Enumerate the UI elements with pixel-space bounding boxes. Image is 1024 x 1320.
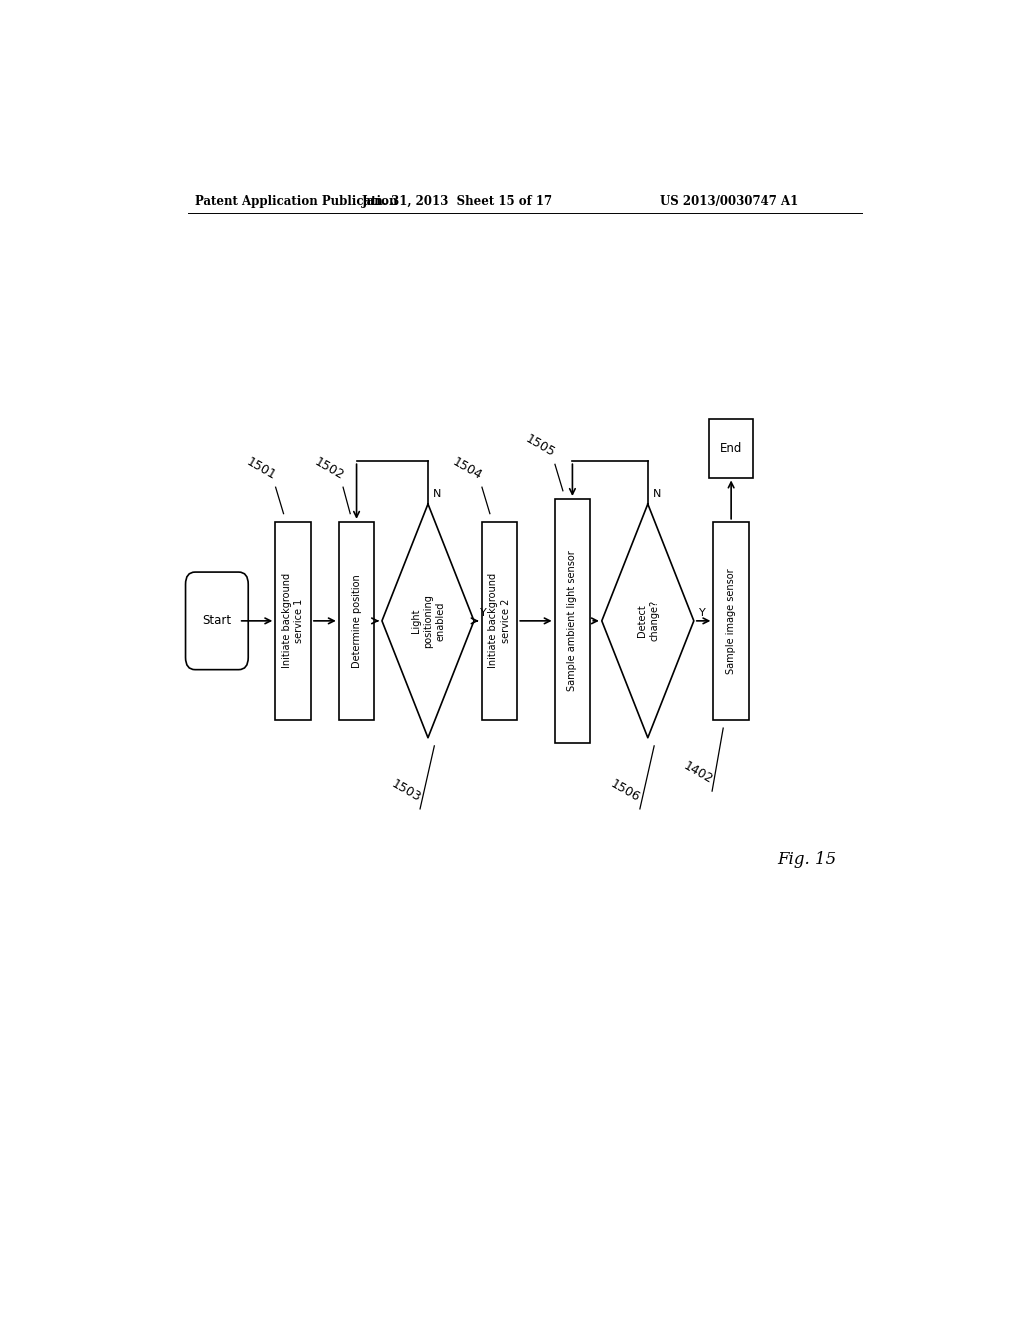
FancyBboxPatch shape — [275, 521, 311, 719]
Text: N: N — [652, 488, 660, 499]
Text: Start: Start — [203, 614, 231, 627]
Text: Detect
change?: Detect change? — [637, 601, 659, 642]
FancyBboxPatch shape — [714, 521, 749, 719]
Text: 1501: 1501 — [245, 455, 279, 483]
FancyBboxPatch shape — [555, 499, 590, 743]
Text: 1503: 1503 — [389, 777, 423, 804]
Text: End: End — [720, 442, 742, 454]
Text: Patent Application Publication: Patent Application Publication — [196, 194, 398, 207]
Text: Initiate background
service 1: Initiate background service 1 — [282, 573, 304, 668]
Text: Initiate background
service 2: Initiate background service 2 — [488, 573, 511, 668]
Text: US 2013/0030747 A1: US 2013/0030747 A1 — [659, 194, 798, 207]
Text: 1506: 1506 — [608, 777, 643, 804]
FancyBboxPatch shape — [710, 418, 753, 478]
Text: Jan. 31, 2013  Sheet 15 of 17: Jan. 31, 2013 Sheet 15 of 17 — [361, 194, 553, 207]
Text: Sample ambient light sensor: Sample ambient light sensor — [567, 550, 578, 692]
Text: N: N — [433, 488, 441, 499]
Text: Light
positioning
enabled: Light positioning enabled — [411, 594, 445, 648]
FancyBboxPatch shape — [481, 521, 517, 719]
Text: 1504: 1504 — [451, 455, 484, 483]
Text: Determine position: Determine position — [351, 574, 361, 668]
Text: Y: Y — [699, 607, 707, 618]
Text: Y: Y — [479, 607, 486, 618]
Text: Sample image sensor: Sample image sensor — [726, 568, 736, 673]
FancyBboxPatch shape — [339, 521, 375, 719]
Text: 1402: 1402 — [681, 759, 715, 787]
Text: 1505: 1505 — [523, 433, 558, 459]
Text: Fig. 15: Fig. 15 — [777, 851, 837, 869]
Text: 1502: 1502 — [311, 455, 346, 483]
FancyBboxPatch shape — [185, 572, 248, 669]
